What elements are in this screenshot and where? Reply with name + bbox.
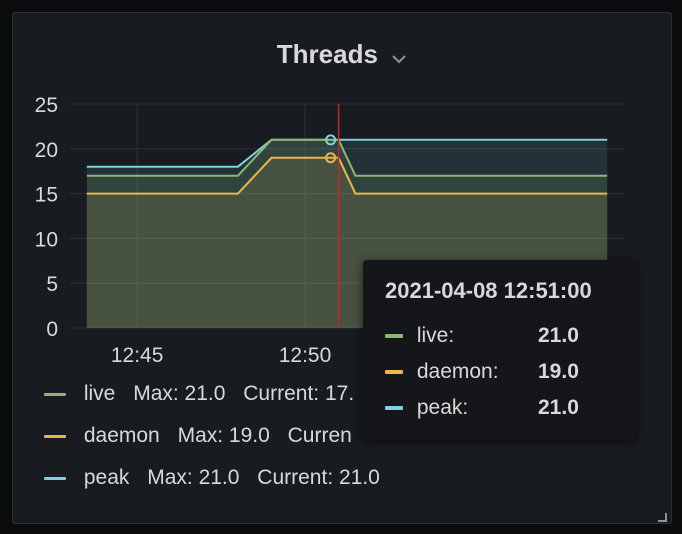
x-tick-label: 12:50 bbox=[279, 344, 332, 367]
legend-item-live[interactable]: live Max: 21.0 Current: 17. bbox=[44, 380, 380, 422]
hover-point-daemon bbox=[325, 152, 337, 164]
legend-series-name[interactable]: daemon bbox=[83, 424, 160, 447]
legend-max: Max: 21.0 bbox=[147, 466, 240, 489]
tooltip-row-daemon: daemon: 19.0 bbox=[385, 358, 614, 394]
series-line-daemon bbox=[86, 156, 608, 195]
tooltip-swatch-live bbox=[385, 334, 403, 339]
legend-swatch-live bbox=[44, 392, 66, 396]
legend-max: Max: 21.0 bbox=[133, 382, 226, 405]
chevron-down-icon[interactable] bbox=[391, 41, 407, 72]
legend-swatch-peak bbox=[44, 476, 66, 480]
legend-current: Current: 17. bbox=[243, 382, 355, 405]
y-tick-label: 10 bbox=[35, 228, 58, 251]
tooltip-value: 21.0 bbox=[538, 324, 579, 347]
tooltip-row-live: live: 21.0 bbox=[385, 322, 614, 358]
x-tick-label: 12:45 bbox=[111, 344, 164, 367]
y-tick-label: 15 bbox=[35, 184, 58, 207]
legend-series-name[interactable]: live bbox=[83, 382, 116, 405]
legend-series-name[interactable]: peak bbox=[83, 466, 130, 489]
panel-header[interactable]: Threads bbox=[13, 39, 671, 72]
resize-handle-icon[interactable] bbox=[657, 509, 667, 522]
legend-swatch-daemon bbox=[44, 434, 66, 438]
tooltip-swatch-daemon bbox=[385, 370, 403, 375]
y-tick-label: 5 bbox=[46, 273, 58, 296]
legend-current: Curren bbox=[287, 424, 352, 447]
legend-item-daemon[interactable]: daemon Max: 19.0 Curren bbox=[44, 422, 380, 464]
hover-tooltip: 2021-04-08 12:51:00 live: 21.0 daemon: 1… bbox=[363, 260, 636, 440]
series-line-live bbox=[86, 138, 608, 177]
chart-legend: live Max: 21.0 Current: 17. daemon Max: … bbox=[44, 380, 380, 506]
y-tick-label: 25 bbox=[35, 94, 58, 117]
hover-point-peak bbox=[325, 134, 337, 146]
tooltip-value: 19.0 bbox=[538, 360, 579, 383]
tooltip-swatch-peak bbox=[385, 406, 403, 411]
y-tick-label: 20 bbox=[35, 139, 58, 162]
tooltip-label: peak: bbox=[416, 396, 469, 419]
panel-title[interactable]: Threads bbox=[276, 39, 378, 69]
tooltip-timestamp: 2021-04-08 12:51:00 bbox=[385, 278, 592, 303]
tooltip-row-peak: peak: 21.0 bbox=[385, 394, 614, 430]
tooltip-value: 21.0 bbox=[538, 396, 579, 419]
legend-current: Current: 21.0 bbox=[257, 466, 380, 489]
legend-item-peak[interactable]: peak Max: 21.0 Current: 21.0 bbox=[44, 464, 380, 506]
y-tick-label: 0 bbox=[46, 318, 58, 341]
legend-max: Max: 19.0 bbox=[177, 424, 270, 447]
tooltip-label: daemon: bbox=[416, 360, 499, 383]
tooltip-label: live: bbox=[416, 324, 455, 347]
